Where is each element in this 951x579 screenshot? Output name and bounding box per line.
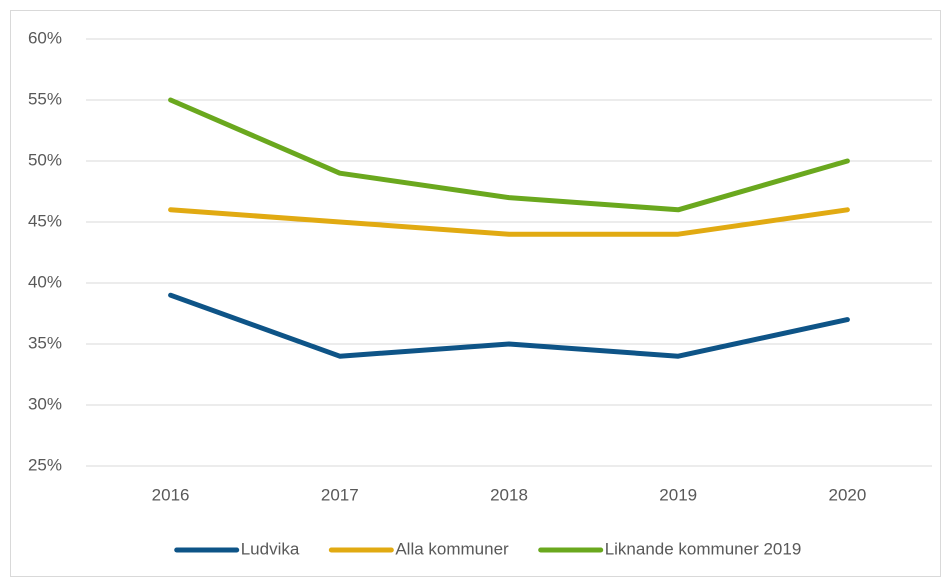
x-tick-label: 2018 <box>490 485 528 504</box>
y-tick-label: 30% <box>28 394 62 413</box>
x-tick-label: 2019 <box>659 485 697 504</box>
y-tick-label: 50% <box>28 150 62 169</box>
series-line <box>168 292 850 359</box>
x-tick-label: 2020 <box>828 485 866 504</box>
legend-label: Ludvika <box>241 539 300 558</box>
x-tick-label: 2016 <box>152 485 190 504</box>
y-tick-label: 55% <box>28 89 62 108</box>
y-tick-label: 45% <box>28 211 62 230</box>
y-tick-label: 25% <box>28 455 62 474</box>
y-tick-label: 60% <box>28 28 62 47</box>
legend-label: Liknande kommuner 2019 <box>605 539 802 558</box>
y-tick-label: 35% <box>28 333 62 352</box>
legend-label: Alla kommuner <box>395 539 509 558</box>
chart-border <box>10 10 941 577</box>
series-line <box>168 97 850 213</box>
series-line <box>168 207 850 237</box>
y-tick-label: 40% <box>28 272 62 291</box>
x-tick-label: 2017 <box>321 485 359 504</box>
